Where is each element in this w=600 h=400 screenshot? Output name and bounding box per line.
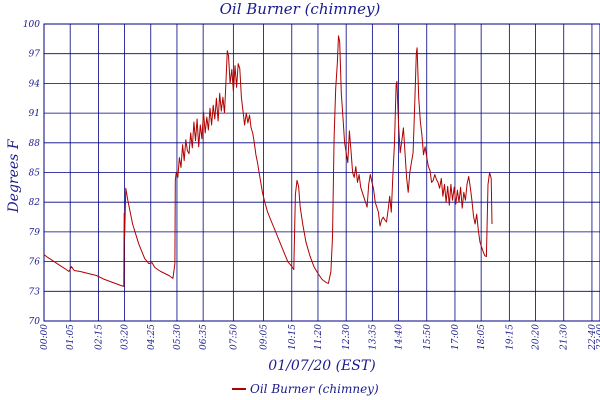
x-tick-label: 17:00 (451, 324, 461, 350)
x-tick-label: 03:20 (121, 324, 131, 350)
chart-title: Oil Burner (chimney) (219, 0, 381, 18)
y-axis-label: Degrees F (6, 139, 22, 213)
plot-area (43, 23, 600, 322)
y-tick-label: 76 (29, 258, 41, 268)
x-tick-label: 06:35 (199, 324, 209, 350)
x-tick-label: 07:50 (229, 324, 239, 350)
y-tick-label: 73 (29, 287, 41, 297)
y-tick-label: 85 (29, 169, 41, 179)
x-tick-label: 20:20 (532, 324, 542, 351)
y-tick-label: 91 (29, 109, 40, 119)
y-tick-label: 79 (29, 228, 41, 238)
y-tick-label: 94 (29, 79, 41, 89)
x-tick-label: 04:25 (147, 324, 157, 350)
y-tick-label: 97 (29, 50, 41, 60)
x-tick-label: 22:40 (588, 324, 598, 351)
legend: Oil Burner (chimney) (232, 382, 379, 396)
x-tick-label: 10:15 (288, 324, 298, 350)
x-tick-label: 02:15 (94, 324, 104, 350)
x-axis-ticks: 00:00 01:05 02:15 03:20 04:25 05:30 06:35 07:50… (40, 324, 600, 351)
grid-lines (43, 23, 600, 322)
y-tick-label: 88 (29, 139, 41, 149)
x-tick-label: 11:20 (314, 324, 324, 350)
legend-label: Oil Burner (chimney) (250, 382, 379, 396)
y-axis-ticks: 70 73 76 79 82 85 88 91 94 97 100 (23, 20, 40, 327)
x-tick-label: 23:00 (596, 324, 600, 351)
legend-swatch (232, 388, 246, 390)
x-tick-label: 19:15 (505, 324, 515, 350)
x-tick-label: 14:40 (395, 324, 405, 350)
series-line-oil-burner (43, 35, 493, 287)
x-tick-label: 15:50 (423, 324, 433, 350)
y-tick-label: 82 (29, 198, 41, 208)
x-tick-label: 09:05 (260, 324, 270, 350)
x-tick-label: 01:05 (66, 324, 76, 350)
y-tick-label: 100 (23, 20, 40, 30)
x-tick-label: 12:30 (342, 324, 352, 350)
y-tick-label: 70 (29, 317, 41, 327)
x-tick-label: 00:00 (40, 324, 50, 350)
x-tick-label: 13:35 (368, 324, 378, 350)
x-axis-label: 01/07/20 (EST) (268, 358, 376, 374)
x-tick-label: 05:30 (173, 324, 183, 350)
x-tick-label: 21:30 (560, 324, 570, 351)
x-tick-label: 18:05 (477, 324, 487, 350)
